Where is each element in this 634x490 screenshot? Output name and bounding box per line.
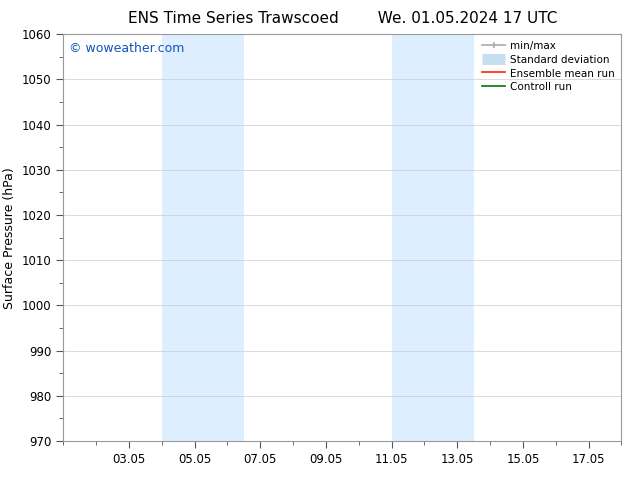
- Title: ENS Time Series Trawscoed        We. 01.05.2024 17 UTC: ENS Time Series Trawscoed We. 01.05.2024…: [127, 11, 557, 26]
- Bar: [392, 34, 474, 441]
- Y-axis label: Surface Pressure (hPa): Surface Pressure (hPa): [3, 167, 16, 309]
- Bar: [162, 34, 244, 441]
- Text: © woweather.com: © woweather.com: [69, 43, 184, 55]
- Legend: min/max, Standard deviation, Ensemble mean run, Controll run: min/max, Standard deviation, Ensemble me…: [478, 36, 619, 97]
